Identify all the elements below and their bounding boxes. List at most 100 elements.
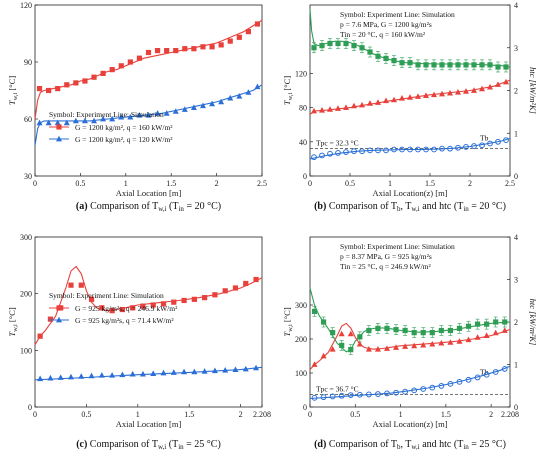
data-point bbox=[415, 146, 421, 153]
data-point bbox=[173, 48, 179, 54]
data-point bbox=[243, 280, 249, 287]
x-tick-label: 0 bbox=[33, 179, 37, 188]
data-point bbox=[36, 86, 43, 92]
data-point bbox=[129, 370, 136, 377]
y-tick-label: 0 bbox=[28, 403, 32, 412]
data-point bbox=[374, 346, 381, 352]
data-point bbox=[463, 144, 469, 150]
data-point bbox=[57, 374, 64, 380]
data-point bbox=[347, 330, 354, 337]
data-point bbox=[218, 42, 224, 48]
data-point bbox=[375, 53, 381, 59]
data-point bbox=[384, 325, 390, 331]
data-point bbox=[236, 34, 242, 40]
data-point bbox=[375, 391, 381, 397]
data-point bbox=[199, 102, 206, 109]
data-point bbox=[88, 296, 95, 302]
data-point bbox=[45, 119, 52, 126]
data-point bbox=[411, 330, 417, 336]
data-point bbox=[253, 364, 260, 371]
x-tick-label: 1 bbox=[136, 410, 140, 419]
data-point bbox=[447, 339, 454, 345]
data-point bbox=[402, 327, 408, 334]
data-point bbox=[474, 374, 481, 381]
data-point bbox=[447, 145, 453, 152]
data-point bbox=[465, 336, 472, 343]
y-axis-label: Tw,i [°C] bbox=[282, 307, 294, 336]
x-tick-label: 1 bbox=[399, 410, 403, 419]
data-point bbox=[209, 44, 215, 50]
data-point bbox=[191, 368, 198, 375]
y-tick-label: 200 bbox=[20, 290, 32, 299]
data-point bbox=[319, 152, 325, 159]
data-point bbox=[348, 347, 354, 353]
data-point bbox=[431, 62, 437, 68]
data-point bbox=[329, 346, 336, 352]
legend-marker bbox=[56, 135, 62, 142]
data-point bbox=[365, 391, 372, 398]
data-point bbox=[343, 104, 349, 110]
data-point bbox=[487, 140, 493, 147]
data-point bbox=[311, 394, 318, 401]
legend-title: Symbol: Experiment Line: Simulation bbox=[49, 291, 164, 300]
data-point bbox=[411, 387, 418, 394]
legend-entry: G = 1200 kg/m², q = 160 kW/m² bbox=[75, 123, 173, 132]
data-point bbox=[109, 115, 116, 122]
data-point bbox=[359, 45, 365, 51]
data-point bbox=[366, 327, 372, 334]
data-point bbox=[456, 325, 463, 331]
series-blue bbox=[309, 365, 511, 401]
data-point bbox=[367, 147, 373, 154]
data-point bbox=[311, 45, 317, 51]
data-point bbox=[136, 112, 143, 118]
data-point bbox=[503, 64, 509, 70]
data-point bbox=[218, 98, 225, 105]
data-point bbox=[72, 117, 79, 124]
data-point bbox=[163, 110, 170, 116]
data-point bbox=[54, 119, 61, 126]
y-tick-label: 90 bbox=[24, 58, 32, 67]
data-point bbox=[502, 319, 508, 325]
data-point bbox=[503, 78, 509, 85]
x-axis-label: Axial Location(z) [m] bbox=[372, 188, 447, 198]
legend-title: Symbol: Experiment Line: Simulation bbox=[49, 110, 164, 119]
data-point bbox=[347, 392, 354, 399]
data-point bbox=[447, 380, 454, 387]
data-point bbox=[140, 303, 146, 309]
data-point bbox=[484, 321, 490, 327]
legend-marker bbox=[56, 316, 62, 323]
data-point bbox=[119, 371, 126, 378]
data-point bbox=[471, 62, 477, 68]
series-line bbox=[34, 19, 263, 120]
x-tick-label: 1 bbox=[388, 179, 392, 188]
annotation-line: p = 7.6 MPa, G = 1200 kg/m²s bbox=[340, 20, 432, 29]
data-point bbox=[172, 108, 179, 114]
y-tick-label: 80 bbox=[299, 104, 307, 113]
y2-axis-label: htc [kW/m²K] bbox=[528, 67, 538, 114]
x-axis-label: Axial Location [m] bbox=[116, 419, 182, 429]
data-point bbox=[423, 62, 429, 68]
tb-label: Tb bbox=[480, 367, 489, 376]
tpc-label: Tpc = 36.7 °C bbox=[316, 385, 359, 394]
data-point bbox=[98, 372, 105, 378]
legend-entry: G = 925 kg/m²s, q = 246.9 kW/m² bbox=[75, 304, 178, 313]
data-point bbox=[190, 104, 197, 110]
tb-label: Tb bbox=[480, 134, 489, 143]
data-point bbox=[356, 340, 363, 347]
data-point bbox=[487, 62, 493, 68]
data-point bbox=[211, 367, 218, 374]
data-point bbox=[393, 327, 399, 333]
x-tick-label: 1.5 bbox=[184, 410, 194, 419]
y2-tick-label: 3 bbox=[514, 44, 518, 53]
series-blue bbox=[309, 137, 511, 161]
data-point bbox=[254, 83, 261, 90]
data-point bbox=[375, 147, 381, 154]
panel-caption: (a) Comparison of Tw,i (Tin = 20 °C) bbox=[76, 201, 221, 213]
data-point bbox=[338, 392, 345, 399]
data-point bbox=[37, 333, 43, 339]
data-point bbox=[438, 383, 445, 389]
legend-entry: G = 925 kg/m²s, q = 71.4 kW/m² bbox=[75, 316, 174, 325]
data-point bbox=[320, 352, 327, 359]
data-point bbox=[47, 374, 54, 381]
data-point bbox=[402, 343, 409, 349]
